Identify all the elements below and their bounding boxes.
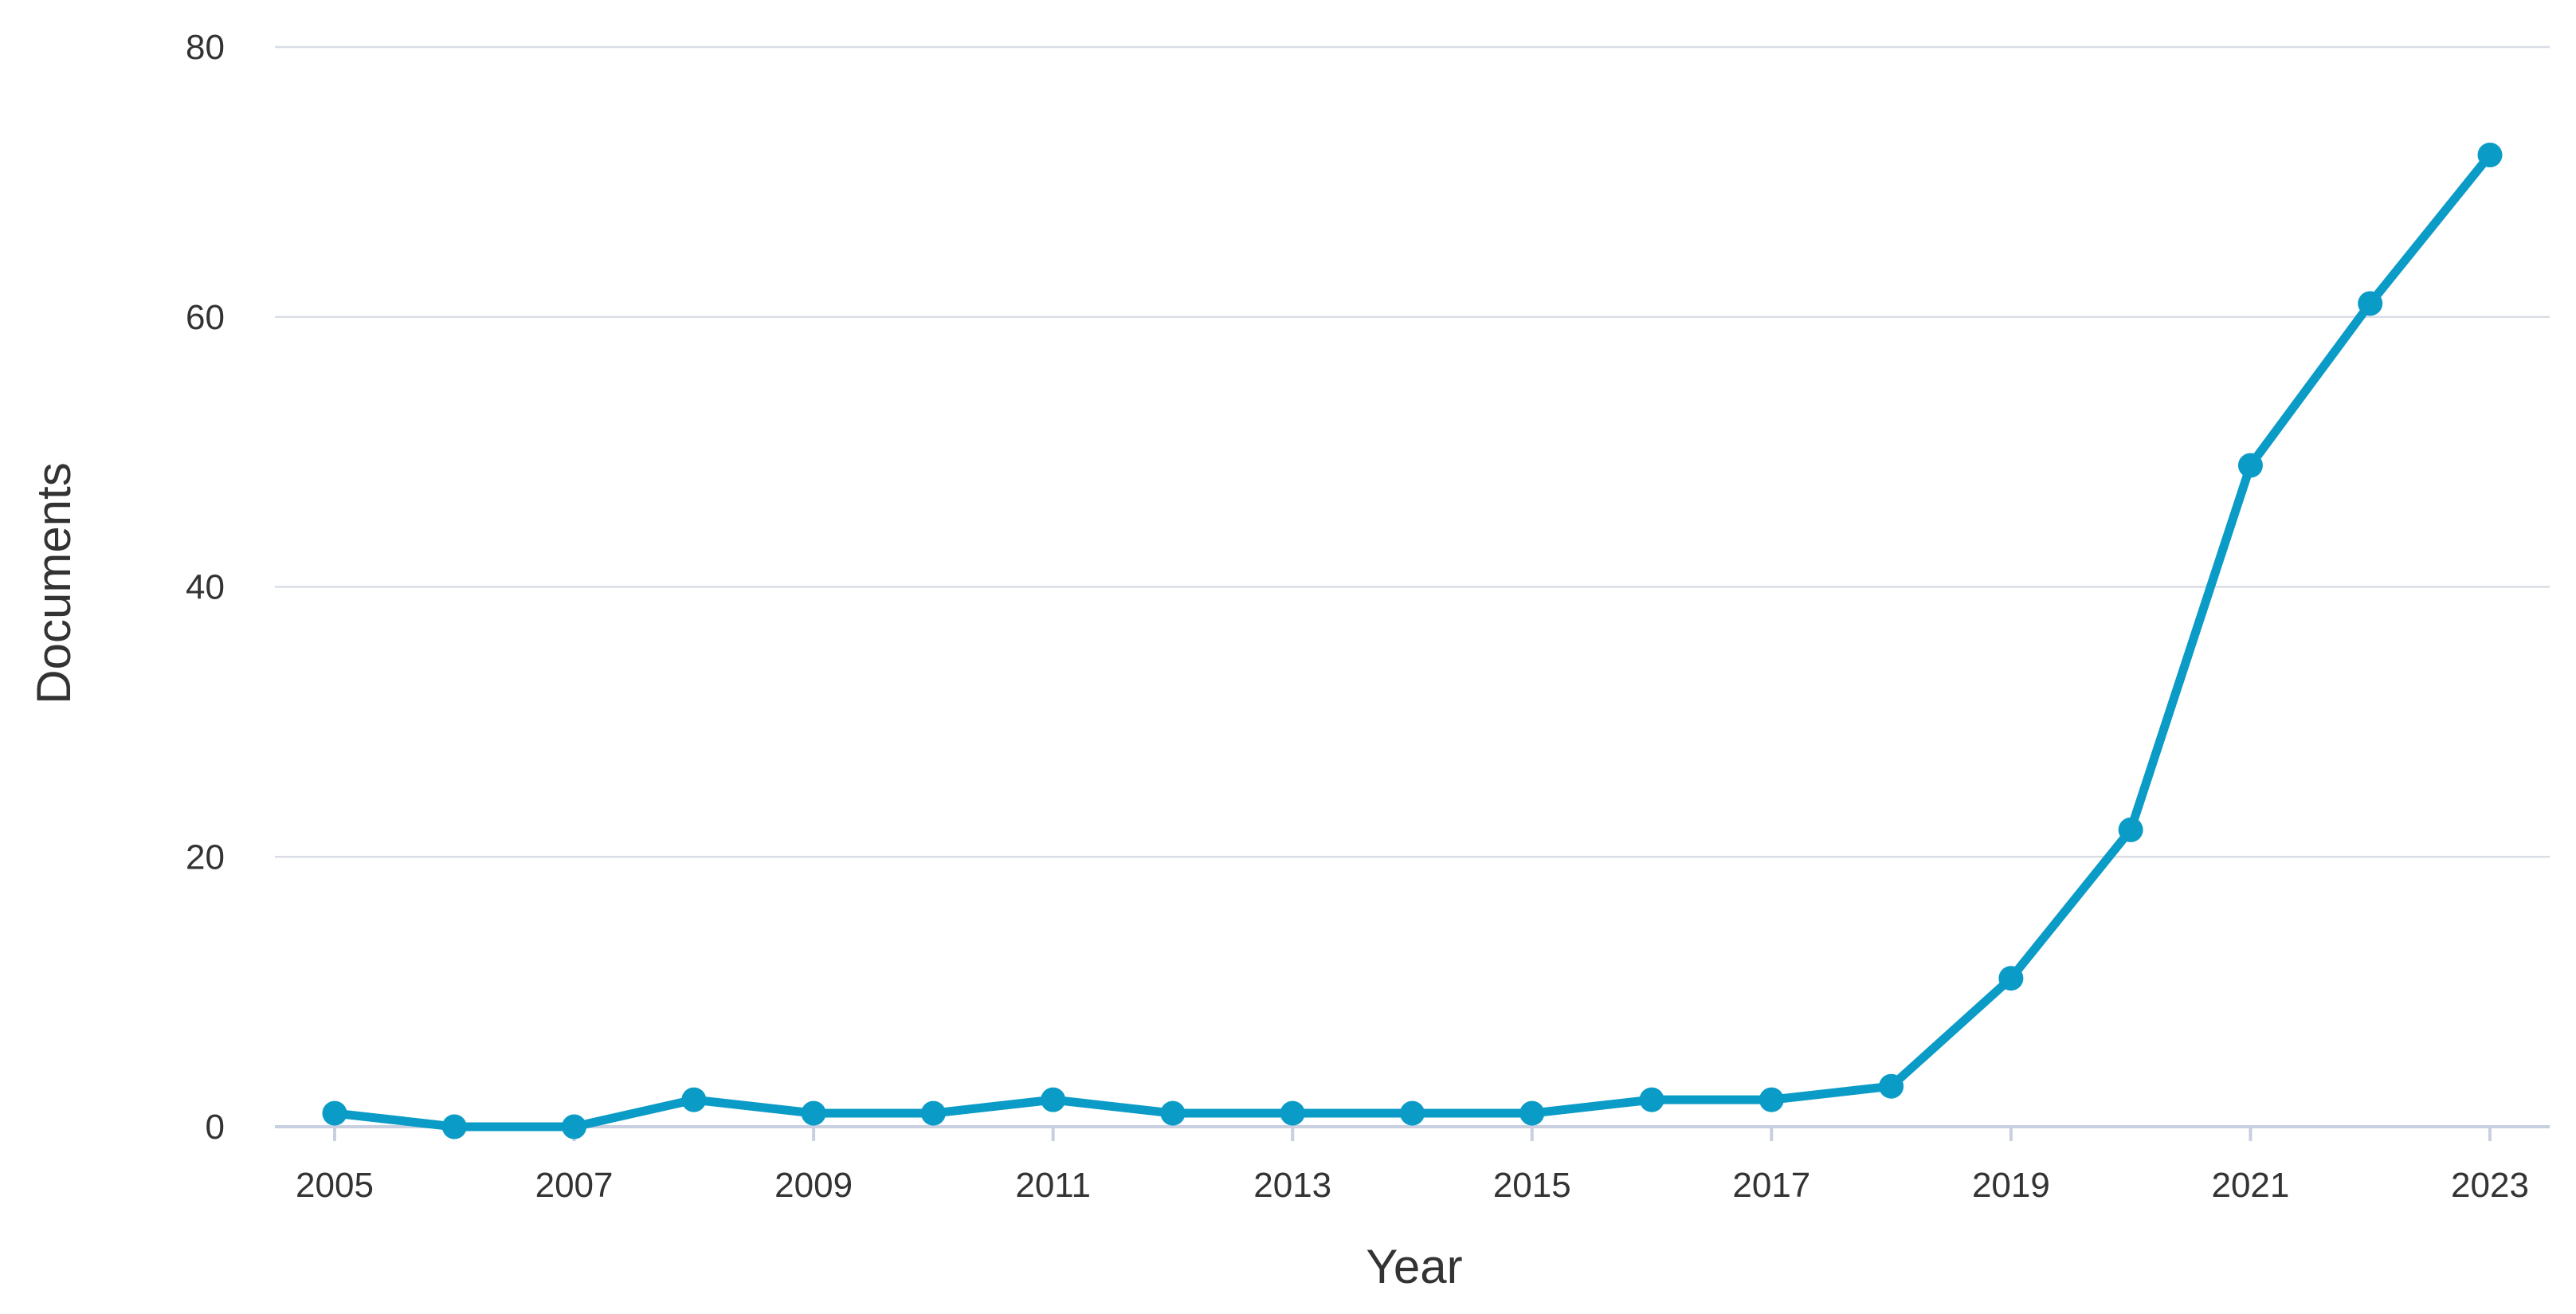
- y-tick-label: 40: [186, 568, 225, 607]
- data-point-2017[interactable]: [1759, 1087, 1784, 1112]
- data-point-2019[interactable]: [1998, 966, 2024, 991]
- data-point-2016[interactable]: [1639, 1087, 1664, 1112]
- y-tick-label: 20: [186, 837, 225, 877]
- data-point-2021[interactable]: [2237, 453, 2263, 478]
- x-tick-label: 2005: [296, 1166, 374, 1205]
- series-line: [330, 151, 2495, 1132]
- data-point-2007[interactable]: [562, 1114, 587, 1139]
- data-point-2020[interactable]: [2118, 817, 2143, 842]
- x-tick-label: 2019: [1972, 1166, 2050, 1205]
- data-point-2009[interactable]: [801, 1100, 826, 1126]
- x-tick-label: 2017: [1732, 1166, 1810, 1205]
- points-layer: [322, 143, 2503, 1139]
- data-point-2005[interactable]: [322, 1100, 347, 1126]
- x-tick-label: 2023: [2451, 1166, 2529, 1205]
- y-tick-label: 80: [186, 28, 225, 67]
- axis-layer: [333, 1127, 2492, 1141]
- data-point-2018[interactable]: [1879, 1073, 1904, 1099]
- y-tick-label: 60: [186, 298, 225, 337]
- data-point-2006[interactable]: [441, 1114, 467, 1139]
- data-point-2011[interactable]: [1041, 1087, 1066, 1112]
- data-point-2010[interactable]: [920, 1100, 946, 1126]
- x-tick-label: 2013: [1253, 1166, 1331, 1205]
- y-axis-title: Documents: [27, 462, 80, 704]
- data-point-2012[interactable]: [1160, 1100, 1186, 1126]
- data-point-2023[interactable]: [2477, 143, 2503, 167]
- data-point-2013[interactable]: [1280, 1100, 1305, 1126]
- x-tick-label: 2007: [535, 1166, 614, 1205]
- series-layer: [330, 151, 2495, 1132]
- x-tick-label: 2011: [1015, 1166, 1091, 1205]
- data-point-2008[interactable]: [681, 1087, 707, 1112]
- labels-layer: 0 20 40 60 80 2005 2007 2009 2011 2013 2015 2017 201…: [186, 28, 2529, 1205]
- x-tick-label: 2015: [1493, 1166, 1571, 1205]
- x-tick-label: 2009: [774, 1166, 853, 1205]
- y-tick-label: 0: [206, 1108, 225, 1147]
- data-point-2014[interactable]: [1400, 1100, 1425, 1126]
- x-axis-title: Year: [1366, 1240, 1462, 1293]
- grid-layer: [275, 45, 2550, 1128]
- data-point-2015[interactable]: [1519, 1100, 1545, 1126]
- x-tick-label: 2021: [2211, 1166, 2289, 1205]
- data-point-2022[interactable]: [2358, 291, 2383, 316]
